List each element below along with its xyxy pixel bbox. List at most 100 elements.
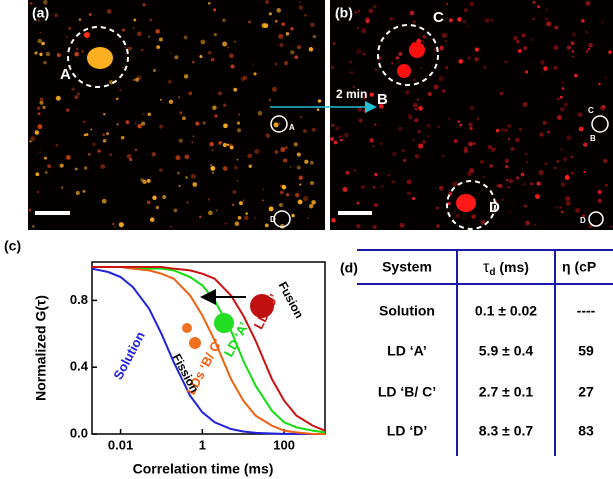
- texture-dot: [225, 222, 227, 224]
- annotation: D: [270, 215, 276, 224]
- texture-dot: [187, 201, 189, 203]
- texture-dot: [278, 34, 283, 39]
- droplet-icon: [189, 337, 201, 349]
- texture-dot: [208, 51, 212, 55]
- droplet-icon: [214, 313, 234, 333]
- panel-label: (b): [335, 5, 353, 21]
- droplet: [397, 64, 411, 78]
- texture-dot: [175, 155, 180, 160]
- texture-dot: [184, 36, 188, 40]
- texture-dot: [241, 77, 246, 82]
- texture-dot: [243, 199, 245, 201]
- texture-dot: [509, 179, 513, 183]
- texture-dot: [526, 161, 528, 163]
- y-tick-label: 0.4: [70, 359, 89, 374]
- droplet-icon: [250, 294, 274, 318]
- texture-dot: [330, 137, 334, 141]
- texture-dot: [572, 56, 574, 58]
- texture-dot: [391, 180, 395, 184]
- texture-dot: [533, 1, 536, 4]
- texture-dot: [135, 78, 139, 82]
- texture-dot: [254, 217, 256, 219]
- texture-dot: [39, 151, 41, 153]
- texture-dot: [55, 144, 58, 147]
- texture-dot: [421, 67, 423, 69]
- texture-dot: [356, 49, 361, 54]
- texture-dot: [102, 133, 105, 136]
- texture-dot: [232, 190, 236, 194]
- texture-dot: [218, 91, 222, 95]
- texture-dot: [602, 105, 605, 108]
- texture-dot: [39, 53, 42, 56]
- texture-dot: [442, 155, 444, 157]
- texture-dot: [153, 69, 156, 72]
- texture-dot: [230, 146, 234, 150]
- texture-dot: [223, 123, 228, 128]
- texture-dot: [469, 127, 472, 130]
- texture-dot: [504, 129, 507, 132]
- texture-dot: [442, 90, 445, 93]
- texture-dot: [571, 172, 574, 175]
- droplet: [456, 194, 476, 212]
- texture-dot: [565, 175, 570, 180]
- texture-dot: [303, 129, 307, 133]
- texture-dot: [303, 196, 308, 201]
- texture-dot: [74, 95, 78, 99]
- texture-dot: [531, 39, 533, 41]
- texture-dot: [121, 136, 125, 140]
- texture-dot: [299, 1, 301, 3]
- texture-dot: [212, 106, 217, 111]
- texture-dot: [572, 50, 574, 52]
- annotation: A: [60, 66, 71, 83]
- table-cell: 8.3 ± 0.7: [479, 423, 534, 439]
- texture-dot: [152, 152, 156, 156]
- texture-dot: [44, 157, 47, 160]
- texture-dot: [467, 172, 471, 176]
- texture-dot: [521, 173, 525, 177]
- texture-dot: [100, 164, 105, 169]
- texture-dot: [132, 27, 134, 29]
- table-cell: ----: [577, 303, 596, 319]
- texture-dot: [38, 112, 41, 115]
- texture-dot: [83, 190, 86, 193]
- texture-dot: [106, 132, 109, 135]
- texture-dot: [60, 164, 64, 168]
- texture-dot: [525, 153, 527, 155]
- texture-dot: [496, 129, 499, 132]
- texture-dot: [538, 170, 543, 175]
- texture-dot: [254, 149, 259, 154]
- texture-dot: [76, 191, 80, 195]
- texture-dot: [457, 17, 461, 21]
- texture-dot: [477, 117, 480, 120]
- texture-dot: [192, 61, 195, 64]
- texture-dot: [363, 109, 367, 113]
- texture-dot: [469, 123, 473, 127]
- texture-dot: [463, 20, 467, 24]
- texture-dot: [299, 183, 301, 185]
- texture-dot: [185, 155, 190, 160]
- texture-dot: [275, 150, 279, 154]
- texture-dot: [439, 76, 444, 81]
- texture-dot: [149, 19, 152, 22]
- texture-dot: [504, 60, 507, 63]
- texture-dot: [234, 41, 236, 43]
- texture-dot: [162, 195, 166, 199]
- droplet: [409, 42, 425, 58]
- texture-dot: [30, 136, 35, 141]
- texture-dot: [233, 88, 237, 92]
- texture-dot: [470, 2, 474, 6]
- texture-dot: [258, 111, 263, 116]
- texture-dot: [523, 183, 525, 185]
- texture-dot: [560, 149, 562, 151]
- texture-dot: [331, 124, 334, 127]
- texture-dot: [586, 1, 591, 6]
- texture-dot: [248, 21, 251, 24]
- texture-dot: [179, 185, 181, 187]
- texture-dot: [581, 19, 584, 22]
- texture-dot: [480, 160, 483, 163]
- texture-dot: [392, 152, 397, 157]
- texture-dot: [556, 206, 559, 209]
- texture-dot: [542, 71, 544, 73]
- annotation: D: [580, 216, 586, 225]
- texture-dot: [579, 127, 584, 132]
